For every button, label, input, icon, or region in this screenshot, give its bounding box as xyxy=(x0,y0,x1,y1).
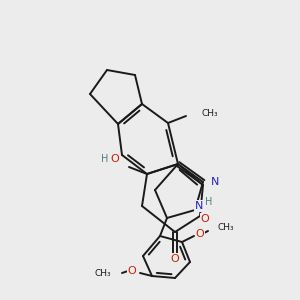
Text: CH₃: CH₃ xyxy=(218,224,235,232)
Text: O: O xyxy=(111,154,119,164)
Text: H: H xyxy=(101,154,109,164)
Text: O: O xyxy=(196,229,204,239)
Text: O: O xyxy=(201,214,209,224)
Text: H: H xyxy=(205,197,213,207)
Text: N: N xyxy=(211,177,219,187)
Text: CH₃: CH₃ xyxy=(94,269,111,278)
Text: O: O xyxy=(171,254,179,264)
Text: N: N xyxy=(195,201,203,211)
Text: O: O xyxy=(128,266,136,276)
Text: CH₃: CH₃ xyxy=(201,109,217,118)
